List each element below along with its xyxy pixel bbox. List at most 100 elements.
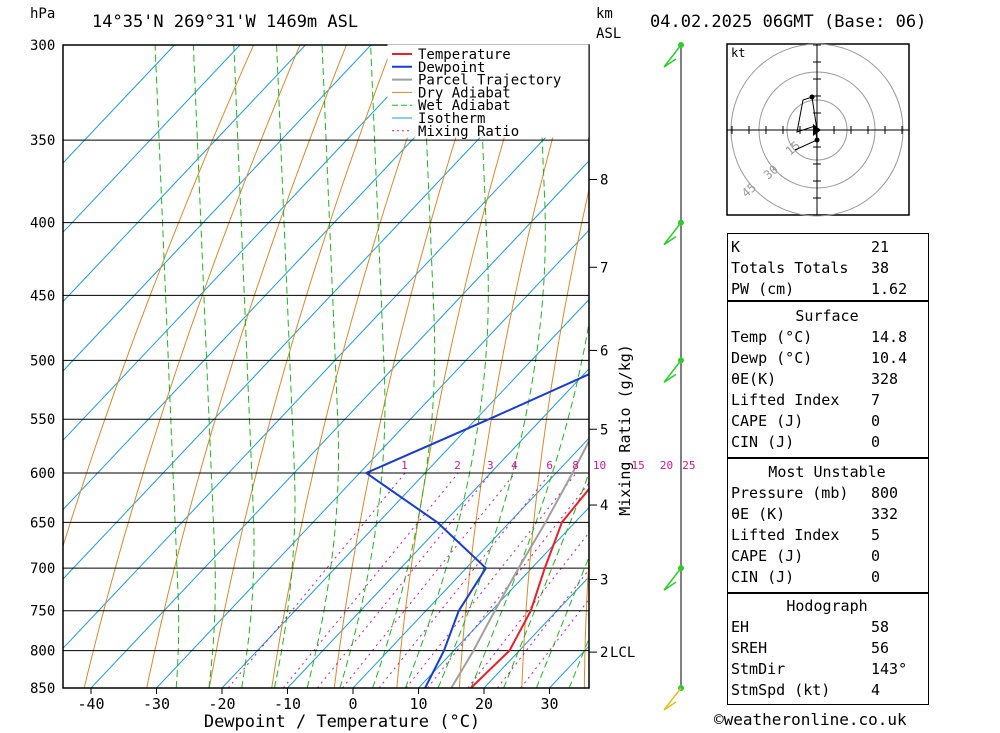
isotherm-line [221,298,589,688]
index-row: CAPE (J) 0 [727,410,927,431]
wet-adiabat-line [404,45,489,688]
index-value: 38 [871,258,890,277]
mixing-ratio-label: 25 [682,459,695,472]
wet-adiabat-line [154,45,180,688]
dry-adiabat-line [63,45,255,548]
index-row: CIN (J) 0 [727,566,927,587]
index-row: EH 58 [727,616,927,637]
dewpoint-line [364,373,589,688]
most-unstable-table: Most Unstable Pressure (mb) 800 θE (K) 332 Li… [727,461,927,587]
legend-label: Parcel Trajectory [418,73,561,89]
isotherm-line [63,45,241,234]
isotherm-line [483,576,589,688]
hodograph-indices-box [727,593,929,705]
index-row: Dewp (°C) 10.4 [727,347,927,368]
dry-adiabat-line [984,45,1000,688]
legend-label: Temperature [418,47,511,63]
index-row: K 21 [727,236,927,257]
mixing-ratio-line [427,482,589,688]
isotherm-line [63,45,568,580]
plot-frame [62,44,590,689]
hodograph-point [809,94,815,100]
index-value: 7 [871,390,881,409]
isotherm-line [63,90,589,650]
dry-adiabat-line [646,45,717,688]
index-row: SREH 56 [727,637,927,658]
pressure-tick-label: 800 [30,644,55,660]
most-unstable-box [727,458,929,593]
hodograph-unit-label: kt [731,46,745,60]
dry-adiabat-line [271,45,440,688]
legend-label: Dewpoint [418,60,485,76]
wet-adiabat-line [437,45,546,688]
mixing-ratio-label: 10 [593,459,606,472]
wet-adiabat-line [192,45,216,688]
mixing-ratio-label: 8 [572,459,579,472]
index-row: PW (cm) 1.62 [727,278,927,299]
wind-barb [663,567,682,591]
x-tick-label: 0 [348,695,357,713]
index-row: θE (K) 332 [727,503,927,524]
index-label: Temp (°C) [731,327,813,346]
index-label: StmDir [731,659,786,678]
index-value: 56 [871,638,890,657]
height-unit-km: km [596,6,613,22]
lcl-label: LCL [610,645,635,661]
index-label: θE(K) [731,369,777,388]
index-label: CIN (J) [731,567,795,586]
isotherm-line [287,368,589,688]
x-axis-title: Dewpoint / Temperature (°C) [204,712,480,732]
temperature-line [470,487,589,688]
index-label: StmSpd (kt) [731,680,831,699]
legend-label: Mixing Ratio [418,124,519,140]
dry-adiabat-line [458,45,579,688]
surface-table: Surface Temp (°C) 14.8 Dewp (°C) 10.4 θE(K) 32… [727,305,927,452]
index-label: θE (K) [731,504,786,523]
height-tick-label: 5 [600,422,608,438]
hodograph-table: Hodograph EH 58 SREH 56 StmDir 143° StmSpd (kt)… [727,595,927,700]
mixing-ratio-label: 15 [632,459,645,472]
index-label: PW (cm) [731,279,795,298]
general-indices-box [727,233,929,301]
index-label: Lifted Index [731,390,840,409]
dry-adiabat-line [583,551,589,688]
height-tick-label: 3 [600,572,608,588]
credit-link[interactable]: ©weatheronline.co.uk [714,710,907,729]
index-value: 58 [871,617,890,636]
index-label: Pressure (mb) [731,483,849,502]
index-row: CAPE (J) 0 [727,545,927,566]
index-label: SREH [731,638,768,657]
dry-adiabat-line [932,45,960,688]
section-title: Surface [795,306,859,325]
legend-label: Wet Adiabat [418,98,511,114]
wet-adiabat-line [372,45,436,688]
index-row: Totals Totals 38 [727,257,927,278]
parcel-trajectory-line [450,439,589,688]
pressure-tick-label: 550 [30,412,55,428]
dry-adiabat-line [83,45,301,688]
mixing-ratio-line [342,472,516,688]
isotherm-line [418,506,589,688]
mixing-ratio-label: 20 [660,459,673,472]
height-tick-label: 4 [600,498,608,514]
mixing-ratio-label: 4 [511,459,518,472]
x-tick-label: 10 [409,695,427,713]
index-value: 1.62 [871,279,908,298]
x-tick-label: -30 [143,695,170,713]
x-tick-label: -40 [77,695,104,713]
mixing-ratio-line [405,472,577,688]
mixing-ratio-line [227,472,406,688]
index-value: 800 [871,483,899,502]
index-value: 4 [871,680,881,699]
isotherm-line [63,45,437,442]
index-row: Temp (°C) 14.8 [727,326,927,347]
x-tick-label: -10 [274,695,301,713]
isotherm-line [63,45,175,164]
dry-adiabat-line [333,45,487,688]
pressure-tick-label: 300 [30,38,55,54]
height-tick-label: 7 [600,260,608,276]
pressure-tick-label: 650 [30,515,55,531]
index-label: CAPE (J) [731,411,804,430]
plot-area [63,45,1000,688]
